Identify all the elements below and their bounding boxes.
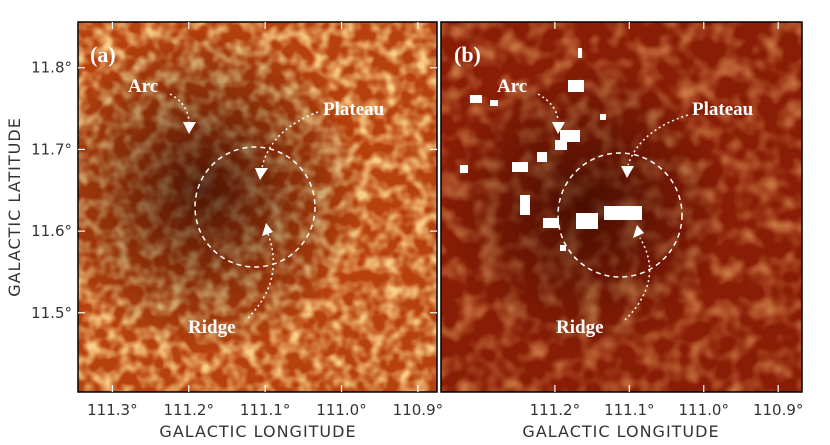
panel-label: (a) xyxy=(90,42,116,67)
panel-a-frame xyxy=(77,21,438,393)
panel-label: (b) xyxy=(454,42,481,67)
x-tick-label: 111.3° xyxy=(87,401,137,419)
annotation: Arc xyxy=(128,76,158,97)
x-tick-label: 111.2° xyxy=(164,401,214,419)
annotation: Ridge xyxy=(556,317,604,338)
panel-b-frame xyxy=(440,21,803,393)
x-axis-label: GALACTIC LONGITUDE xyxy=(522,422,719,441)
x-tick-label: 110.9° xyxy=(753,401,803,419)
x-tick-label: 111.2° xyxy=(530,401,580,419)
annotation: Plateau xyxy=(323,99,385,120)
panel-b-arrows xyxy=(552,122,644,238)
panel-a-image xyxy=(78,22,437,392)
panel-a-overlay xyxy=(169,93,319,319)
panel-a-arrows xyxy=(183,122,273,236)
x-axis-label: GALACTIC LONGITUDE xyxy=(159,422,356,441)
y-tick-label: 11.5° xyxy=(31,304,72,322)
x-tick-label: 111.0° xyxy=(316,401,366,419)
x-tick-label: 111.1° xyxy=(604,401,654,419)
y-tick-label: 11.7° xyxy=(31,140,72,158)
y-axis-label: GALACTIC LATITUDE xyxy=(5,117,24,297)
panel-b-overlay xyxy=(537,93,689,321)
panel-b-image xyxy=(441,22,802,392)
x-tick-label: 111.1° xyxy=(240,401,290,419)
y-tick-label: 11.6° xyxy=(31,222,72,240)
annotation: Plateau xyxy=(692,99,754,120)
x-tick-label: 111.0° xyxy=(679,401,729,419)
annotation: Ridge xyxy=(188,317,236,338)
annotation: Arc xyxy=(497,76,527,97)
y-tick-label: 11.8° xyxy=(31,59,72,77)
x-tick-label: 110.9° xyxy=(393,401,443,419)
